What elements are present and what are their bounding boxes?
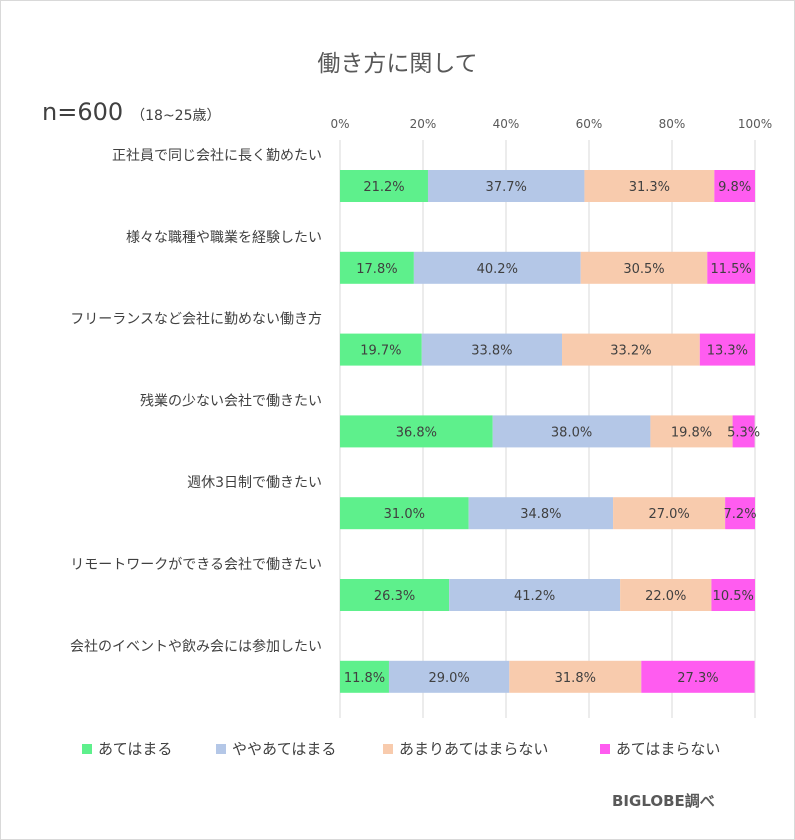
- data-label: 33.2%: [610, 344, 651, 359]
- bar-segment: [725, 497, 755, 530]
- category-label: 様々な職種や職業を経験したい: [126, 230, 322, 246]
- data-label: 37.7%: [486, 180, 527, 195]
- bar-segment: [340, 579, 450, 611]
- bar-segment: [509, 660, 642, 693]
- x-tick-label: 0%: [330, 117, 349, 131]
- chart-title: 働き方に関して: [317, 51, 478, 77]
- bar-segment: [711, 579, 755, 611]
- bar-segment: [449, 579, 621, 611]
- legend-swatch: [216, 743, 226, 754]
- legend-swatch: [82, 743, 92, 754]
- legend-label: ややあてはまる: [232, 740, 337, 758]
- data-label: 29.0%: [428, 671, 469, 686]
- data-label: 40.2%: [477, 262, 518, 277]
- legend-label: あてはまらない: [616, 740, 721, 758]
- sample-size-label: n=600 （18~25歳）: [42, 98, 221, 126]
- data-label: 17.8%: [356, 262, 397, 277]
- category-label: 残業の少ない会社で働きたい: [140, 393, 322, 409]
- data-label: 33.8%: [471, 344, 512, 359]
- bar-segment: [413, 251, 581, 284]
- data-label: 10.5%: [713, 589, 754, 604]
- bar-segment: [650, 415, 733, 448]
- bar-segment: [584, 170, 715, 202]
- bar-segment: [340, 497, 469, 530]
- x-tick-label: 60%: [576, 117, 603, 131]
- category-label: 正社員で同じ会社に長く勤めたい: [112, 148, 322, 164]
- bar-segment: [699, 333, 755, 366]
- bar-segment: [388, 660, 510, 693]
- x-tick-label: 40%: [493, 117, 520, 131]
- source-credit: BIGLOBE調べ: [612, 792, 715, 810]
- category-label: 週休3日制で働きたい: [187, 475, 322, 491]
- x-tick-label: 20%: [410, 117, 437, 131]
- bar-segment: [340, 415, 493, 448]
- data-label: 11.8%: [344, 671, 385, 686]
- sample-size: n=600: [42, 98, 124, 126]
- bar-segment: [641, 660, 755, 693]
- data-label: 11.5%: [710, 262, 751, 277]
- data-label: 30.5%: [623, 262, 664, 277]
- legend-label: あてはまる: [98, 740, 173, 758]
- legend-item: あまりあてはまらない: [383, 738, 548, 759]
- legend-item: ややあてはまる: [216, 738, 336, 759]
- category-label: フリーランスなど会社に勤めない働き方: [70, 312, 322, 328]
- bar-segment: [340, 251, 414, 284]
- bar-segment: [492, 415, 651, 448]
- data-label: 19.7%: [360, 344, 401, 359]
- bar-segment: [620, 579, 712, 611]
- data-label: 31.0%: [384, 507, 425, 522]
- data-label: 5.3%: [727, 425, 760, 440]
- legend-item: あてはまらない: [600, 738, 720, 759]
- bar-segment: [340, 333, 422, 366]
- category-label: 会社のイベントや飲み会には参加したい: [70, 638, 322, 655]
- data-label: 9.8%: [718, 180, 751, 195]
- bar-segment: [421, 333, 563, 366]
- legend-swatch: [383, 743, 393, 754]
- legend-item: あてはまる: [82, 738, 172, 759]
- sample-age-note: （18~25歳）: [131, 108, 221, 124]
- data-label: 41.2%: [514, 589, 555, 604]
- bar-segment: [613, 497, 726, 530]
- chart-legend: あてはまる ややあてはまる あまりあてはまらない あてはまらない: [0, 738, 795, 762]
- bar-segment: [714, 170, 755, 202]
- bar-segment: [427, 170, 585, 202]
- data-label: 22.0%: [645, 589, 686, 604]
- bar-segment: [562, 333, 700, 366]
- data-label: 13.3%: [707, 344, 748, 359]
- bar-segment: [468, 497, 614, 530]
- data-label: 27.3%: [677, 671, 718, 686]
- bar-segment: [340, 660, 389, 693]
- data-label: 34.8%: [520, 507, 561, 522]
- data-label: 31.8%: [555, 671, 596, 686]
- data-label: 31.3%: [629, 180, 670, 195]
- legend-label: あまりあてはまらない: [399, 740, 549, 758]
- data-label: 27.0%: [648, 507, 689, 522]
- data-label: 26.3%: [374, 589, 415, 604]
- bar-segment: [340, 170, 428, 202]
- bar-segment: [732, 415, 755, 448]
- x-tick-label: 80%: [659, 117, 686, 131]
- x-tick-label: 100%: [738, 117, 772, 131]
- bar-segment: [707, 251, 755, 284]
- data-label: 21.2%: [363, 180, 404, 195]
- category-label: リモートワークができる会社で働きたい: [70, 557, 322, 573]
- legend-swatch: [600, 743, 610, 754]
- data-label: 38.0%: [551, 425, 592, 440]
- data-label: 36.8%: [396, 425, 437, 440]
- data-label: 19.8%: [671, 425, 712, 440]
- bar-segment: [580, 251, 708, 284]
- data-label: 7.2%: [724, 507, 757, 522]
